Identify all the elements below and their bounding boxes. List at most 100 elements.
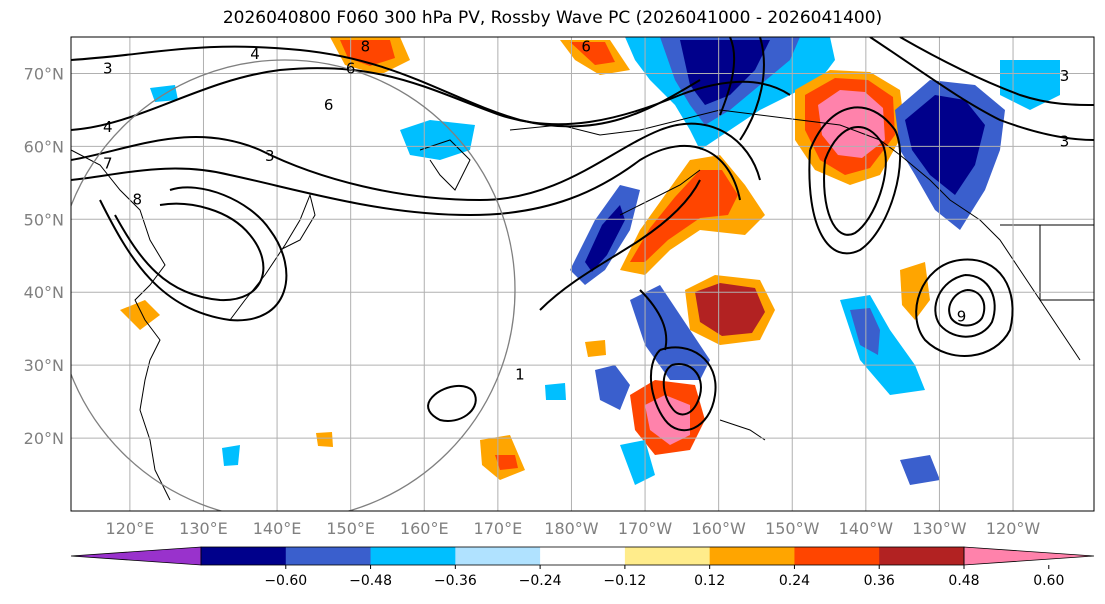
hawaii [719,419,766,441]
lon-tick-label: 120°W [986,519,1041,538]
pv-contour-cutoff-c2 [662,363,702,416]
pv-contour-5 [71,122,761,202]
pos-anomaly-nw-small-core [570,42,615,65]
pos-anomaly-subtrop-w-core [495,455,518,470]
lat-tick-label: 60°N [24,137,64,156]
lon-tick-label: 150°E [326,519,375,538]
lon-tick-label: 140°W [839,519,894,538]
lat-tick-label: 70°N [24,64,64,83]
lon-tick-label: 160°E [400,519,449,538]
colorbar-tick-label: 0.36 [864,573,895,589]
colorbar-tick-label: 0.24 [779,573,810,589]
neg-anomaly-small3 [150,85,178,102]
colorbar: −0.60 −0.48 −0.36 −0.24 −0.12 0.12 0.24 0.36 0.4… [70,546,1095,589]
contour-label: 6 [346,59,356,77]
neg-anomaly-east-core [850,308,880,355]
lon-tick-label: 140°E [253,519,302,538]
na-border2 [1039,225,1094,301]
colorbar-tick-label: −0.36 [434,573,477,589]
pv-contour-cutoff-e [915,258,1014,357]
lat-tick-label: 40°N [24,283,64,302]
pos-anomaly-subtrop-core [645,395,690,445]
colorbar-segment [624,547,711,565]
neg-anomaly-alaska-center [680,40,770,105]
lon-tick-label: 160°W [691,519,746,538]
kamchatka-coast [419,139,471,191]
pv-contour-trough-gulf [808,106,902,255]
pv-contour-6 [71,144,741,217]
pv-contour-stream [539,179,701,311]
colorbar-tick-label: −0.48 [349,573,392,589]
anomaly-shading [120,37,1060,485]
pv-contour-ridge-na2 [899,37,1094,106]
neg-anomaly-small6 [545,383,566,400]
pv-contour-loop [427,384,477,422]
pv-contour-trough-gulf2 [823,126,887,236]
colorbar-frame [200,546,965,566]
colorbar-segment [709,547,795,565]
contour-label: 6 [324,96,334,114]
colorbar-extend-max [963,546,1095,566]
pv-contour-3 [71,45,701,128]
pv-contour-ridge-na [869,37,1094,141]
contour-label: 3 [265,147,275,165]
lon-tick-label: 170°E [474,519,523,538]
gridlines [71,37,1094,511]
longitude-labels: 120°E 130°E 140°E 150°E 160°E 170°E 180°W 170°W… [106,519,1041,538]
contour-label: 3 [1060,67,1070,85]
neg-anomaly-se [900,455,940,485]
lat-tick-label: 30°N [24,356,64,375]
lon-tick-label: 130°W [912,519,967,538]
pv-contour-cutoff-c [649,346,717,432]
lon-tick-label: 150°W [765,519,820,538]
pos-anomaly-small7 [585,340,606,357]
pos-anomaly-small5 [316,432,333,447]
contour-label: 9 [957,307,967,325]
pos-anomaly-streak-core [630,170,738,262]
pos-anomaly-central-core [695,283,765,336]
colorbar-segment [455,547,541,565]
colorbar-extend-min [70,546,202,566]
pv-contour-stream2 [639,289,668,351]
lat-tick-label: 20°N [24,429,64,448]
pv-contours [71,37,1094,432]
colorbar-segment [794,547,880,565]
pv-contour-ne [739,37,765,141]
colorbar-segment [201,547,287,565]
colorbar-tick-label: −0.24 [519,573,562,589]
contour-label: 8 [132,191,142,209]
neg-anomaly-small1 [595,365,630,410]
neg-anomaly-small2 [620,440,655,485]
colorbar-tick-label: 0.12 [694,573,725,589]
lon-tick-label: 130°E [179,519,228,538]
contour-label: 7 [103,154,113,172]
lon-tick-label: 120°E [106,519,155,538]
contour-label: 8 [361,38,371,56]
neg-anomaly-subtrop [630,285,710,380]
aleutians [619,169,701,216]
neg-anomaly-streak-core [585,205,625,272]
neg-anomaly-nw [1000,60,1060,110]
neg-anomaly-okhotsk [400,120,475,160]
chart-title: 2026040800 F060 300 hPa PV, Rossby Wave … [222,8,883,28]
latitude-labels: 70°N 60°N 50°N 40°N 30°N 20°N [24,64,64,448]
pv-contour-trough2 [114,202,265,302]
map-frame [70,36,1095,512]
lon-tick-label: 180°W [544,519,599,538]
contour-label: 4 [103,118,113,136]
pv-contour-4 [71,67,791,131]
contour-label: 6 [581,38,591,56]
contour-label: 3 [103,59,113,77]
colorbar-tick-label: −0.60 [264,573,307,589]
neg-anomaly-bc-core [905,95,985,195]
colorbar-segment [540,547,626,565]
contour-label: 3 [1060,132,1070,150]
pv-contour-cutoff-e2 [934,274,996,338]
radius-circle [71,59,516,511]
contour-label: 4 [250,45,260,63]
pv-contour-ne2 [719,37,736,116]
contour-label: 1 [515,366,525,384]
colorbar-segment [879,547,965,565]
colorbar-segment [370,547,456,565]
